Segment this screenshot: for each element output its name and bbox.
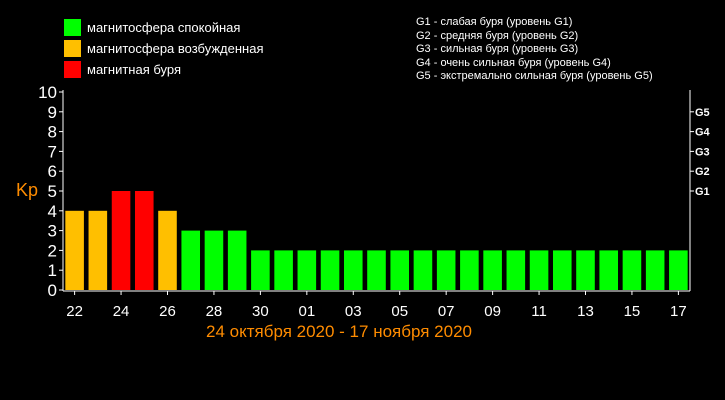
right-axis-label-g2: G2 bbox=[695, 166, 710, 178]
bar bbox=[181, 230, 201, 290]
bar bbox=[576, 250, 595, 290]
legend-item-storm: магнитная буря bbox=[64, 60, 181, 78]
bar bbox=[483, 250, 502, 290]
bar bbox=[367, 250, 386, 290]
x-tick-label: 22 bbox=[66, 303, 83, 320]
y-tick-label: 8 bbox=[48, 123, 57, 142]
y-tick-label: 7 bbox=[48, 142, 57, 161]
storm-level-g1: G1 - слабая буря (уровень G1) bbox=[416, 16, 573, 28]
bar bbox=[65, 210, 84, 290]
x-tick-label: 26 bbox=[159, 303, 176, 320]
storm-level-g4: G4 - очень сильная буря (уровень G4) bbox=[416, 56, 611, 69]
bar bbox=[274, 250, 293, 290]
x-tick-label: 24 bbox=[113, 303, 130, 320]
bar bbox=[297, 250, 317, 290]
x-tick-label: 30 bbox=[252, 303, 269, 320]
y-tick-label: 0 bbox=[48, 281, 57, 300]
x-tick-label: 28 bbox=[206, 303, 223, 320]
right-axis-label-g1: G1 bbox=[695, 186, 710, 198]
legend-swatch-storm bbox=[64, 60, 81, 78]
y-tick-label: 1 bbox=[48, 261, 57, 280]
bar bbox=[343, 250, 363, 290]
bar bbox=[645, 250, 665, 290]
bar bbox=[88, 210, 108, 290]
right-axis-label-g3: G3 bbox=[695, 146, 710, 158]
legend-item-excited: магнитосфера возбужденная bbox=[64, 39, 264, 57]
bar bbox=[599, 250, 619, 290]
bar bbox=[506, 250, 526, 290]
x-tick-label: 05 bbox=[391, 303, 408, 320]
x-tick-label: 09 bbox=[484, 303, 501, 320]
x-tick-label: 01 bbox=[298, 303, 315, 320]
y-tick-label: 10 bbox=[38, 83, 57, 102]
storm-level-legend: G1 - слабая буря (уровень G1) G2 - средн… bbox=[416, 16, 653, 84]
y-tick-label: 2 bbox=[48, 241, 57, 260]
bar bbox=[134, 191, 154, 290]
legend-label-quiet: магнитосфера спокойная bbox=[87, 19, 241, 35]
legend-label-storm: магнитная буря bbox=[87, 61, 182, 77]
bar bbox=[436, 250, 456, 290]
y-tick-label: 3 bbox=[48, 222, 57, 241]
legend-label-excited: магнитосфера возбужденная bbox=[87, 40, 264, 56]
x-tick-label: 13 bbox=[577, 303, 594, 320]
right-axis-label-g5: G5 bbox=[695, 107, 710, 119]
storm-level-g5: G5 - экстремально сильная буря (уровень … bbox=[416, 70, 653, 82]
bar bbox=[158, 210, 177, 290]
x-tick-label: 17 bbox=[670, 303, 687, 320]
bar bbox=[227, 230, 247, 290]
bar bbox=[460, 250, 479, 290]
y-axis-label: Kp bbox=[16, 180, 39, 200]
bar bbox=[669, 250, 688, 290]
x-tick-label: 07 bbox=[438, 303, 455, 320]
bar bbox=[529, 250, 549, 290]
x-tick-label: 15 bbox=[624, 303, 641, 320]
legend-item-quiet: магнитосфера спокойная bbox=[64, 18, 240, 36]
storm-level-g2: G2 - средняя буря (уровень G2) bbox=[416, 29, 579, 42]
bar bbox=[204, 230, 224, 290]
y-tick-label: 6 bbox=[48, 162, 57, 181]
bar bbox=[320, 250, 340, 290]
legend-swatch-excited bbox=[64, 39, 81, 57]
x-tick-label: 11 bbox=[531, 303, 547, 320]
bar bbox=[622, 250, 642, 290]
bar bbox=[552, 250, 572, 290]
y-tick-label: 5 bbox=[48, 182, 57, 201]
x-tick-label: 03 bbox=[345, 303, 362, 320]
y-tick-label: 9 bbox=[48, 103, 57, 122]
bar bbox=[111, 191, 131, 290]
bar bbox=[413, 250, 433, 290]
bar bbox=[390, 250, 410, 290]
y-tick-label: 4 bbox=[48, 202, 57, 221]
bar bbox=[251, 250, 270, 290]
legend-swatch-quiet bbox=[64, 18, 81, 36]
x-axis-label: 24 октября 2020 - 17 ноября 2020 bbox=[206, 322, 472, 341]
storm-level-g3: G3 - сильная буря (уровень G3) bbox=[416, 43, 579, 55]
right-axis-label-g4: G4 bbox=[695, 127, 711, 139]
